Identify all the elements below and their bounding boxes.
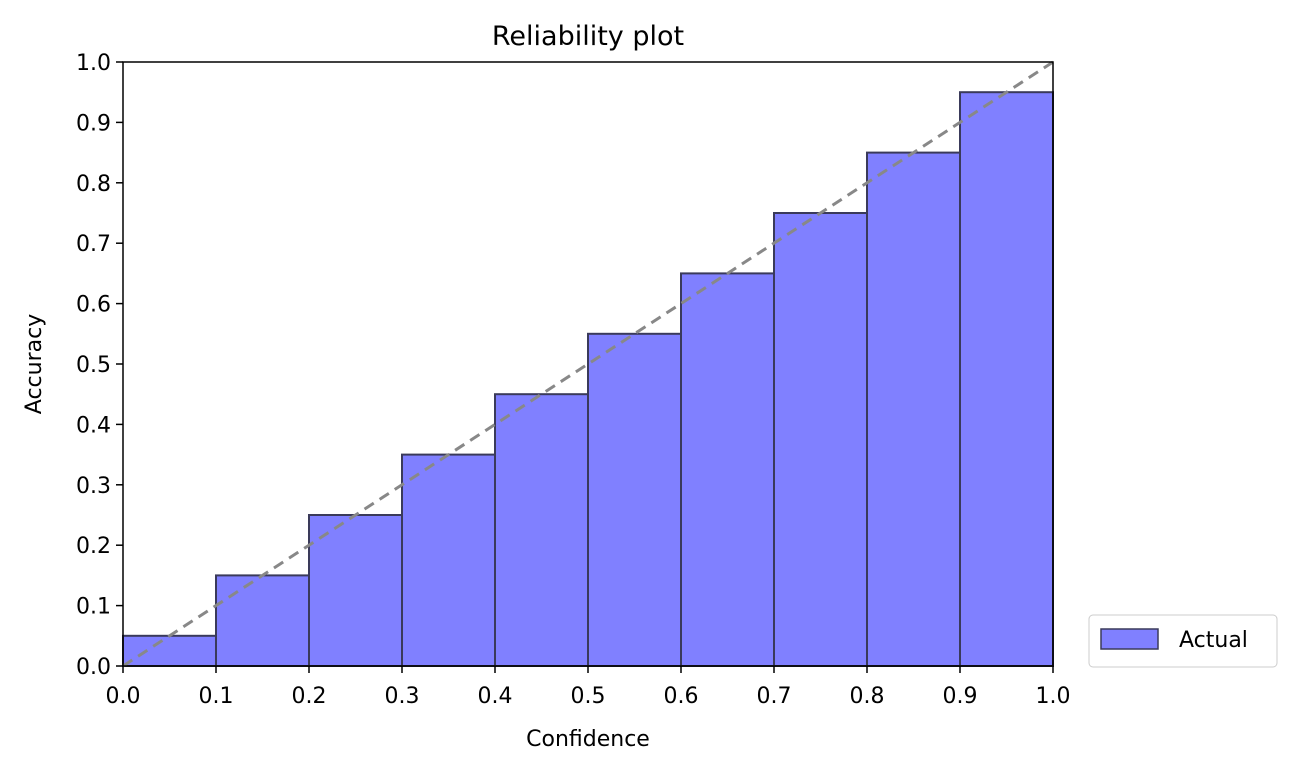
bar-0 (122, 634, 217, 667)
x-tick-label: 0.8 (850, 684, 885, 709)
x-tick-label: 1.0 (1036, 684, 1071, 709)
y-tick-label: 0.5 (76, 353, 111, 378)
x-axis: 0.0 0.1 0.2 0.3 0.4 0.5 0.6 0.7 0.8 0.9 1.0 (106, 666, 1071, 709)
chart-title: Reliability plot (492, 21, 684, 52)
y-tick-label: 0.8 (76, 172, 111, 197)
x-tick-label: 0.4 (478, 684, 513, 709)
reference-line-group (122, 60, 1054, 668)
y-tick-label: 0.9 (76, 111, 111, 136)
x-tick-label: 0.2 (292, 684, 327, 709)
bar-2 (308, 514, 403, 667)
reference-diagonal-line (122, 60, 1054, 668)
y-axis-label: Accuracy (22, 314, 47, 414)
y-tick-label: 0.7 (76, 232, 111, 257)
bar-1 (215, 574, 310, 668)
x-axis-label: Confidence (526, 727, 650, 752)
x-tick-label: 0.9 (943, 684, 978, 709)
bar-3 (401, 453, 496, 667)
y-tick-label: 0.6 (76, 293, 111, 318)
bar-7 (773, 212, 868, 667)
y-axis: 0.0 0.1 0.2 0.3 0.4 0.5 0.6 0.7 0.8 0.9 1.0 (76, 51, 123, 680)
legend-frame (1088, 614, 1278, 668)
bar-4 (494, 393, 589, 667)
y-tick-label: 0.0 (76, 655, 111, 680)
x-tick-label: 0.0 (106, 684, 141, 709)
bar-6 (680, 272, 775, 667)
x-tick-label: 0.7 (757, 684, 792, 709)
bars-group (122, 91, 1054, 668)
y-tick-label: 0.1 (76, 595, 111, 620)
y-tick-label: 0.2 (76, 534, 111, 559)
x-tick-label: 0.5 (571, 684, 606, 709)
y-tick-label: 0.3 (76, 474, 111, 499)
bar-8 (866, 151, 961, 668)
bar-5 (587, 332, 682, 667)
legend-swatch-actual (1100, 628, 1159, 650)
x-tick-label: 0.1 (199, 684, 234, 709)
legend: Actual (1088, 614, 1278, 668)
x-tick-label: 0.6 (664, 684, 699, 709)
y-tick-label: 1.0 (76, 51, 111, 76)
legend-label-actual: Actual (1179, 628, 1248, 653)
y-tick-label: 0.4 (76, 413, 111, 438)
bar-9 (959, 91, 1054, 667)
x-tick-label: 0.3 (385, 684, 420, 709)
